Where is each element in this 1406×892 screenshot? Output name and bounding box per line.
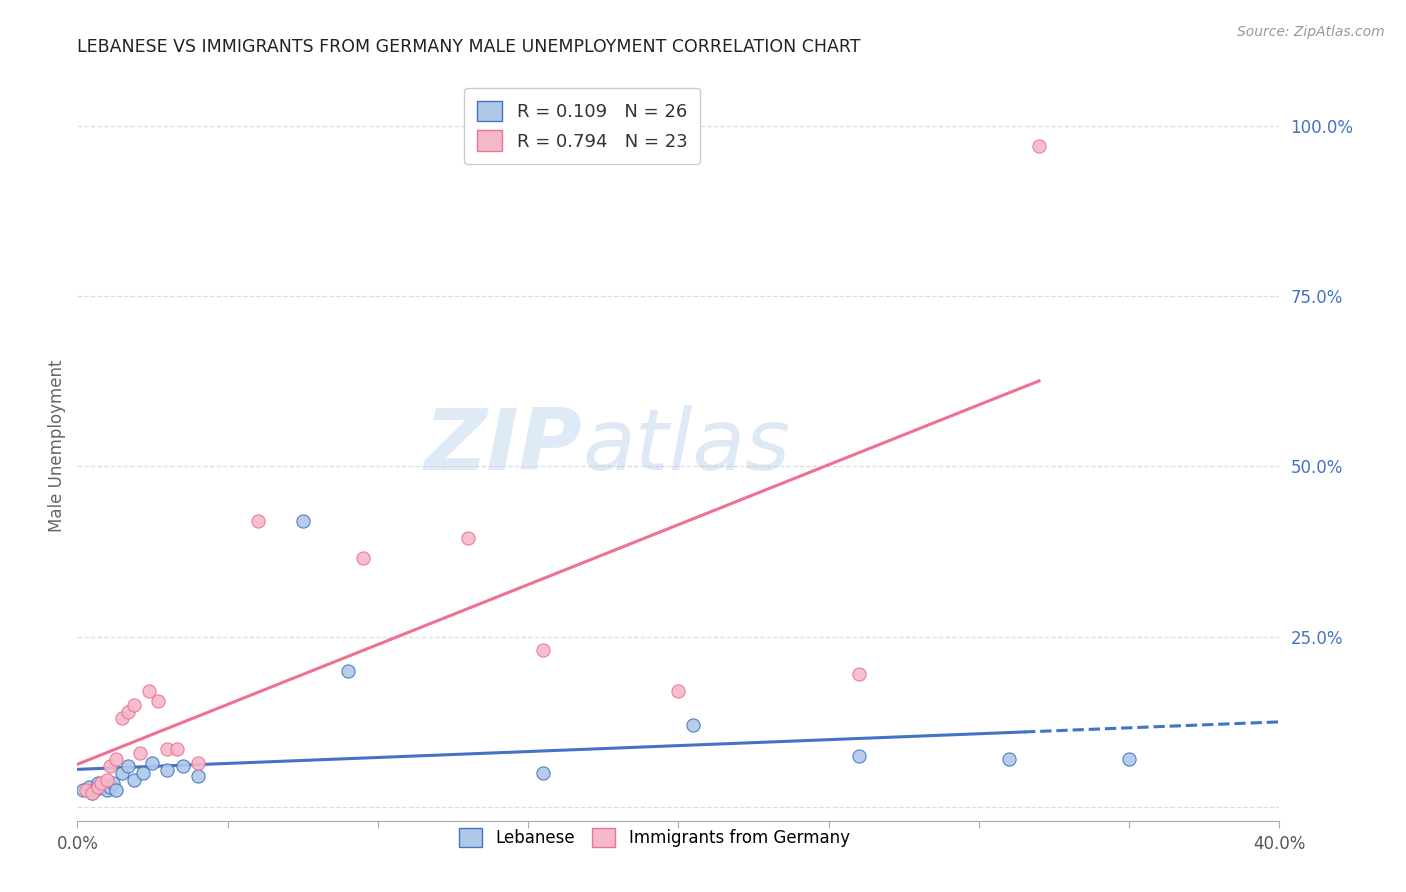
Point — [87, 776, 110, 790]
Point — [336, 664, 359, 678]
Point — [156, 763, 179, 777]
Point — [117, 759, 139, 773]
Point — [90, 776, 112, 790]
Point — [96, 783, 118, 797]
Point — [84, 783, 107, 797]
Point — [848, 667, 870, 681]
Point — [82, 786, 104, 800]
Point — [848, 748, 870, 763]
Point — [682, 718, 704, 732]
Point — [1028, 139, 1050, 153]
Point — [246, 514, 269, 528]
Point — [93, 780, 115, 794]
Point — [129, 746, 152, 760]
Point — [352, 551, 374, 566]
Point — [100, 780, 122, 794]
Point — [100, 759, 122, 773]
Point — [105, 752, 128, 766]
Point — [531, 766, 554, 780]
Point — [291, 514, 314, 528]
Point — [105, 783, 128, 797]
Point — [141, 756, 163, 770]
Point — [186, 756, 209, 770]
Point — [531, 643, 554, 657]
Point — [668, 684, 690, 698]
Legend: Lebanese, Immigrants from Germany: Lebanese, Immigrants from Germany — [453, 821, 856, 854]
Point — [1118, 752, 1140, 766]
Point — [103, 776, 125, 790]
Text: ZIP: ZIP — [425, 404, 582, 488]
Point — [132, 766, 155, 780]
Point — [90, 780, 112, 794]
Point — [75, 783, 97, 797]
Y-axis label: Male Unemployment: Male Unemployment — [48, 359, 66, 533]
Point — [148, 694, 170, 708]
Text: LEBANESE VS IMMIGRANTS FROM GERMANY MALE UNEMPLOYMENT CORRELATION CHART: LEBANESE VS IMMIGRANTS FROM GERMANY MALE… — [77, 38, 860, 56]
Point — [166, 742, 188, 756]
Point — [72, 783, 94, 797]
Point — [998, 752, 1021, 766]
Point — [124, 772, 146, 787]
Text: Source: ZipAtlas.com: Source: ZipAtlas.com — [1237, 25, 1385, 39]
Point — [138, 684, 160, 698]
Point — [79, 780, 101, 794]
Point — [156, 742, 179, 756]
Point — [111, 711, 134, 725]
Point — [96, 772, 118, 787]
Point — [172, 759, 194, 773]
Point — [117, 705, 139, 719]
Point — [111, 766, 134, 780]
Text: atlas: atlas — [582, 404, 790, 488]
Point — [82, 786, 104, 800]
Point — [186, 769, 209, 783]
Point — [124, 698, 146, 712]
Point — [457, 531, 479, 545]
Point — [87, 780, 110, 794]
